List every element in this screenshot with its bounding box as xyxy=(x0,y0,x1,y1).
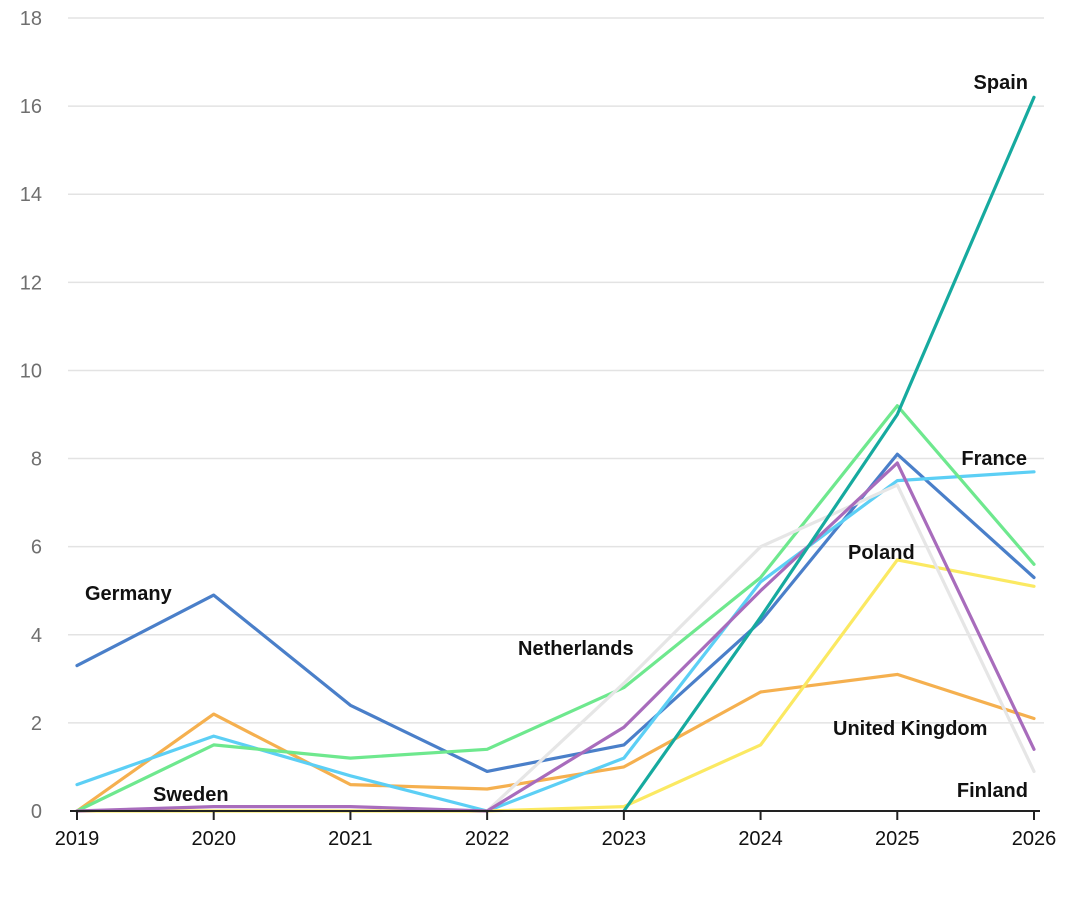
x-tick-label: 2019 xyxy=(55,828,100,850)
y-tick-label: 2 xyxy=(31,713,42,735)
series-line-spain xyxy=(622,95,1036,813)
series-labels: Germany United Kingdom France Sweden Poland F… xyxy=(85,72,1028,806)
series-line-netherlands xyxy=(75,461,1036,813)
y-tick-label: 4 xyxy=(31,625,42,647)
series-label-finland: Finland xyxy=(957,780,1028,802)
y-tick-label: 12 xyxy=(20,272,42,294)
x-tick-label: 2026 xyxy=(1012,828,1057,850)
x-tick-label: 2022 xyxy=(465,828,510,850)
y-tick-label: 10 xyxy=(20,360,42,382)
y-tick-label: 16 xyxy=(20,96,42,118)
x-axis: 2019 2020 2021 2022 2023 2024 2025 2026 xyxy=(55,810,1057,850)
x-tick-label: 2020 xyxy=(191,828,236,850)
series-label-united-kingdom: United Kingdom xyxy=(833,718,987,740)
series-line-france xyxy=(75,470,1036,813)
y-tick-label: 6 xyxy=(31,537,42,559)
gridlines xyxy=(68,17,1044,724)
series-label-sweden: Sweden xyxy=(153,784,229,806)
series-line-sweden xyxy=(75,404,1036,813)
series-lines xyxy=(75,95,1036,813)
y-tick-label: 14 xyxy=(20,184,42,206)
x-tick-label: 2021 xyxy=(328,828,373,850)
series-line-finland xyxy=(485,483,1036,813)
series-line-poland xyxy=(75,558,1036,813)
series-line-united-kingdom xyxy=(75,672,1036,813)
series-label-france: France xyxy=(961,448,1027,470)
series-label-netherlands: Netherlands xyxy=(518,638,634,660)
x-tick-label: 2024 xyxy=(738,828,783,850)
y-tick-label: 0 xyxy=(31,801,42,823)
x-tick-label: 2025 xyxy=(875,828,920,850)
y-axis-ticks: 0 2 4 6 8 10 12 14 16 18 xyxy=(20,8,42,823)
series-label-spain: Spain xyxy=(974,72,1028,94)
x-tick-label: 2023 xyxy=(602,828,647,850)
y-tick-label: 8 xyxy=(31,449,42,471)
y-tick-label: 18 xyxy=(20,8,42,30)
series-label-germany: Germany xyxy=(85,583,173,605)
series-label-poland: Poland xyxy=(848,542,915,564)
